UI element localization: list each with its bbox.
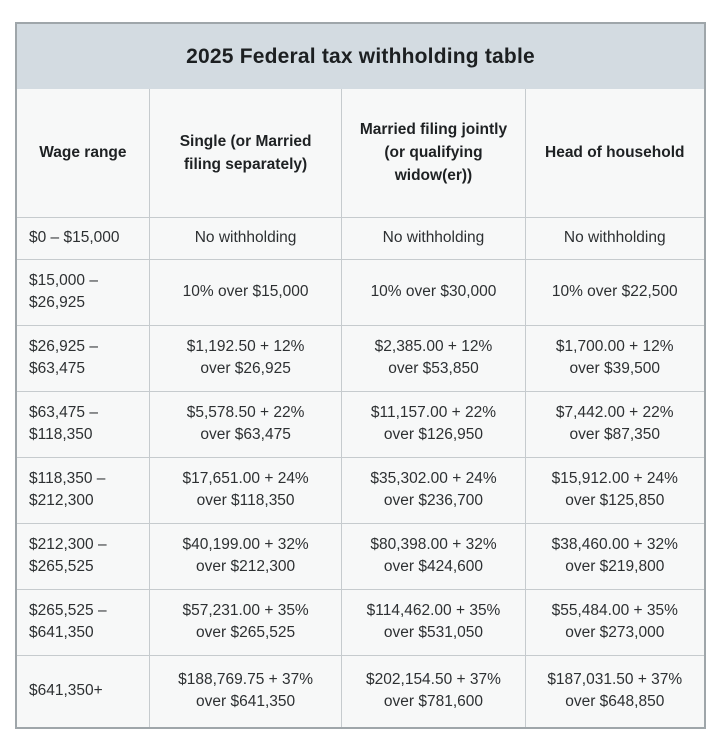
head-of-household-cell: $38,460.00 + 32% over $219,800 — [524, 522, 704, 590]
table-row: $0 – $15,000 No withholding No withholdi… — [17, 216, 704, 260]
single-cell: No withholding — [148, 216, 343, 260]
single-cell: $5,578.50 + 22% over $63,475 — [148, 390, 343, 458]
single-cell: $17,651.00 + 24% over $118,350 — [148, 456, 343, 524]
col-header-wage-range: Wage range — [17, 89, 150, 218]
withholding-table: Wage range Single (or Married filing sep… — [17, 89, 704, 727]
table-title: 2025 Federal tax withholding table — [17, 24, 704, 89]
head-of-household-cell: No withholding — [524, 216, 704, 260]
wage-range-cell: $15,000 – $26,925 — [17, 258, 150, 326]
married-jointly-cell: $114,462.00 + 35% over $531,050 — [341, 588, 526, 656]
single-cell: 10% over $15,000 — [148, 258, 343, 326]
header-row: Wage range Single (or Married filing sep… — [17, 89, 704, 218]
single-cell: $57,231.00 + 35% over $265,525 — [148, 588, 343, 656]
married-jointly-cell: $35,302.00 + 24% over $236,700 — [341, 456, 526, 524]
wage-range-cell: $265,525 – $641,350 — [17, 588, 150, 656]
head-of-household-cell: $187,031.50 + 37% over $648,850 — [524, 654, 704, 727]
single-cell: $188,769.75 + 37% over $641,350 — [148, 654, 343, 727]
table-row: $641,350+ $188,769.75 + 37% over $641,35… — [17, 654, 704, 727]
table-row: $212,300 – $265,525 $40,199.00 + 32% ove… — [17, 522, 704, 590]
col-header-single: Single (or Married filing separately) — [148, 89, 343, 218]
tax-table-card: 2025 Federal tax withholding table Wage … — [15, 22, 706, 729]
married-jointly-cell: No withholding — [341, 216, 526, 260]
head-of-household-cell: $55,484.00 + 35% over $273,000 — [524, 588, 704, 656]
single-cell: $1,192.50 + 12% over $26,925 — [148, 324, 343, 392]
wage-range-cell: $0 – $15,000 — [17, 216, 150, 260]
married-jointly-cell: $11,157.00 + 22% over $126,950 — [341, 390, 526, 458]
table-row: $118,350 – $212,300 $17,651.00 + 24% ove… — [17, 456, 704, 524]
head-of-household-cell: $15,912.00 + 24% over $125,850 — [524, 456, 704, 524]
head-of-household-cell: $1,700.00 + 12% over $39,500 — [524, 324, 704, 392]
wage-range-cell: $212,300 – $265,525 — [17, 522, 150, 590]
married-jointly-cell: $2,385.00 + 12% over $53,850 — [341, 324, 526, 392]
married-jointly-cell: $202,154.50 + 37% over $781,600 — [341, 654, 526, 727]
table-row: $265,525 – $641,350 $57,231.00 + 35% ove… — [17, 588, 704, 656]
col-header-married-jointly: Married filing jointly (or qualifying wi… — [341, 89, 526, 218]
wage-range-cell: $118,350 – $212,300 — [17, 456, 150, 524]
table-row: $26,925 – $63,475 $1,192.50 + 12% over $… — [17, 324, 704, 392]
table-row: $63,475 – $118,350 $5,578.50 + 22% over … — [17, 390, 704, 458]
table-row: $15,000 – $26,925 10% over $15,000 10% o… — [17, 258, 704, 326]
married-jointly-cell: 10% over $30,000 — [341, 258, 526, 326]
head-of-household-cell: $7,442.00 + 22% over $87,350 — [524, 390, 704, 458]
single-cell: $40,199.00 + 32% over $212,300 — [148, 522, 343, 590]
wage-range-cell: $641,350+ — [17, 654, 150, 727]
col-header-head-of-household: Head of household — [524, 89, 704, 218]
married-jointly-cell: $80,398.00 + 32% over $424,600 — [341, 522, 526, 590]
wage-range-cell: $63,475 – $118,350 — [17, 390, 150, 458]
head-of-household-cell: 10% over $22,500 — [524, 258, 704, 326]
wage-range-cell: $26,925 – $63,475 — [17, 324, 150, 392]
